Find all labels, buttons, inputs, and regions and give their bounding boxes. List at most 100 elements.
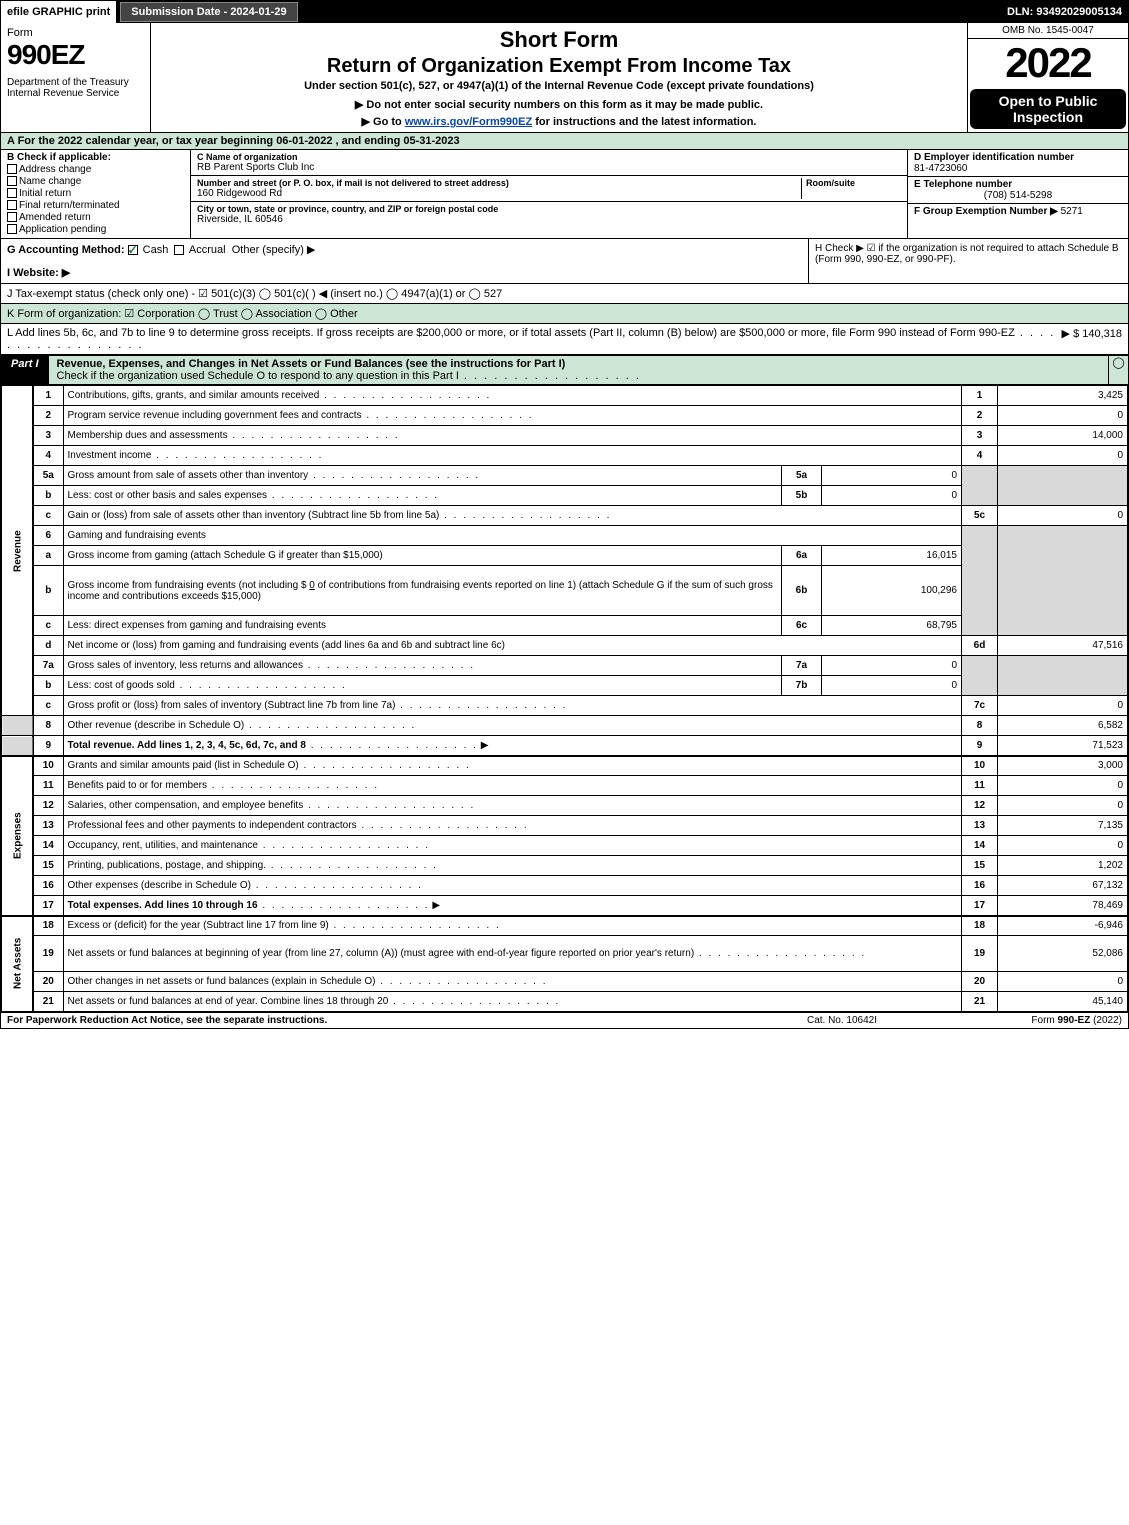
dln-label: DLN: 93492029005134 (1001, 1, 1128, 23)
chk-cash[interactable] (128, 245, 138, 255)
col-7c: 7c (962, 696, 998, 716)
desc-16: Other expenses (describe in Schedule O) (63, 876, 962, 896)
desc-9: Total revenue. Add lines 1, 2, 3, 4, 5c,… (63, 736, 962, 756)
footer-center: Cat. No. 10642I (742, 1015, 942, 1026)
ln-6c: c (33, 616, 63, 636)
ln-3: 3 (33, 426, 63, 446)
val-16: 67,132 (998, 876, 1128, 896)
val-20: 0 (998, 972, 1128, 992)
val-2: 0 (998, 406, 1128, 426)
desc-7a: Gross sales of inventory, less returns a… (63, 656, 782, 676)
ln-9: 9 (33, 736, 63, 756)
row-l: L Add lines 5b, 6c, and 7b to line 9 to … (1, 324, 1128, 355)
side-netassets: Net Assets (2, 916, 34, 1012)
header-left: Form 990EZ Department of the Treasury In… (1, 23, 151, 132)
subval-7b: 0 (822, 676, 962, 696)
chk-amended-return[interactable]: Amended return (7, 212, 184, 223)
desc-15: Printing, publications, postage, and shi… (63, 856, 962, 876)
org-name: RB Parent Sports Club Inc (197, 162, 901, 173)
ln-10: 10 (33, 756, 63, 776)
desc-6: Gaming and fundraising events (63, 526, 962, 546)
val-19: 52,086 (998, 936, 1128, 972)
col-17: 17 (962, 896, 998, 916)
desc-5b: Less: cost or other basis and sales expe… (63, 486, 782, 506)
ln-21: 21 (33, 992, 63, 1012)
column-b: B Check if applicable: Address change Na… (1, 150, 191, 238)
info-block: B Check if applicable: Address change Na… (1, 150, 1128, 239)
chk-application-pending[interactable]: Application pending (7, 224, 184, 235)
tel-label: E Telephone number (914, 179, 1122, 190)
chk-name-change[interactable]: Name change (7, 176, 184, 187)
ln-7b: b (33, 676, 63, 696)
col-9: 9 (962, 736, 998, 756)
ein-label: D Employer identification number (914, 152, 1122, 163)
side-expenses: Expenses (2, 756, 34, 916)
ln-11: 11 (33, 776, 63, 796)
submission-date-button[interactable]: Submission Date - 2024-01-29 (120, 2, 297, 22)
topbar-spacer (300, 1, 1001, 23)
desc-8: Other revenue (describe in Schedule O) (63, 716, 962, 736)
col-13: 13 (962, 816, 998, 836)
val-4: 0 (998, 446, 1128, 466)
city-label: City or town, state or province, country… (197, 204, 901, 214)
chk-final-return[interactable]: Final return/terminated (7, 200, 184, 211)
tel-value: (708) 514-5298 (914, 190, 1122, 201)
street-value: 160 Ridgewood Rd (197, 188, 801, 199)
street-label: Number and street (or P. O. box, if mail… (197, 178, 801, 188)
group-label: F Group Exemption Number ▶ (914, 206, 1058, 217)
col-b-header: B Check if applicable: (7, 152, 184, 163)
ln-4: 4 (33, 446, 63, 466)
side-rev-end2 (2, 736, 34, 756)
chk-address-change[interactable]: Address change (7, 164, 184, 175)
form-word: Form (7, 27, 144, 39)
row-l-amount: ▶ $ 140,318 (1062, 327, 1122, 351)
cash-label: Cash (143, 244, 169, 256)
dept-label: Department of the Treasury Internal Reve… (7, 77, 144, 99)
form-990ez-page: efile GRAPHIC print Submission Date - 20… (0, 0, 1129, 1029)
shade-5v (998, 466, 1128, 506)
city-cell: City or town, state or province, country… (191, 202, 907, 227)
shade-6v (998, 526, 1128, 636)
open-inspection-badge: Open to Public Inspection (970, 89, 1126, 129)
org-name-label: C Name of organization (197, 152, 901, 162)
efile-print-button[interactable]: efile GRAPHIC print (1, 1, 118, 23)
col-15: 15 (962, 856, 998, 876)
part1-checkbox[interactable]: ◯ (1108, 356, 1128, 384)
val-3: 14,000 (998, 426, 1128, 446)
accrual-label: Accrual (189, 244, 226, 256)
chk-accrual[interactable] (174, 245, 184, 255)
val-21: 45,140 (998, 992, 1128, 1012)
val-6d: 47,516 (998, 636, 1128, 656)
row-h: H Check ▶ ☑ if the organization is not r… (808, 239, 1128, 283)
ssn-note: ▶ Do not enter social security numbers o… (159, 98, 959, 111)
ln-15: 15 (33, 856, 63, 876)
header-center: Short Form Return of Organization Exempt… (151, 23, 968, 132)
short-form-title: Short Form (159, 27, 959, 53)
desc-6a: Gross income from gaming (attach Schedul… (63, 546, 782, 566)
main-title: Return of Organization Exempt From Incom… (159, 55, 959, 78)
form-number: 990EZ (7, 39, 144, 71)
desc-6d: Net income or (loss) from gaming and fun… (63, 636, 962, 656)
subln-7a: 7a (782, 656, 822, 676)
desc-18: Excess or (deficit) for the year (Subtra… (63, 916, 962, 936)
topbar: efile GRAPHIC print Submission Date - 20… (1, 1, 1128, 23)
ln-6a: a (33, 546, 63, 566)
val-15: 1,202 (998, 856, 1128, 876)
irs-link-line: ▶ Go to www.irs.gov/Form990EZ for instru… (159, 115, 959, 128)
ln-1: 1 (33, 386, 63, 406)
chk-initial-return[interactable]: Initial return (7, 188, 184, 199)
desc-19: Net assets or fund balances at beginning… (63, 936, 962, 972)
ln-6d: d (33, 636, 63, 656)
irs-link[interactable]: www.irs.gov/Form990EZ (405, 116, 532, 128)
col-6d: 6d (962, 636, 998, 656)
subtitle: Under section 501(c), 527, or 4947(a)(1)… (159, 80, 959, 92)
tel-cell: E Telephone number (708) 514-5298 (908, 177, 1128, 204)
room-label: Room/suite (806, 178, 901, 188)
col-3: 3 (962, 426, 998, 446)
part1-table: Revenue 1 Contributions, gifts, grants, … (1, 385, 1128, 1012)
col-1: 1 (962, 386, 998, 406)
shade-6 (962, 526, 998, 636)
desc-1: Contributions, gifts, grants, and simila… (63, 386, 962, 406)
col-8: 8 (962, 716, 998, 736)
desc-4: Investment income (63, 446, 962, 466)
